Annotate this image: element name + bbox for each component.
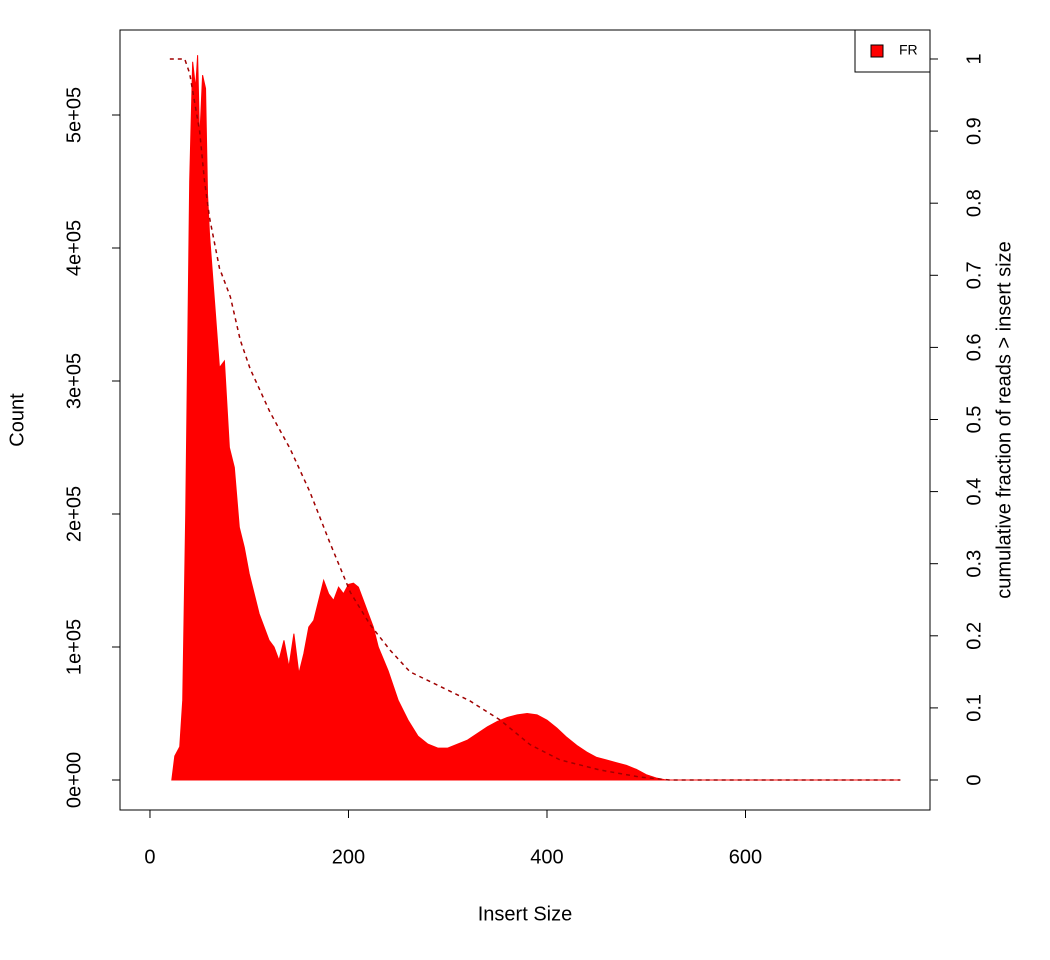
legend-box: [854, 29, 931, 73]
y2-tick-label: 0.8: [963, 189, 985, 217]
y2-tick-label: 0.6: [963, 333, 985, 361]
y2-tick-label: 1: [963, 53, 985, 64]
y2-tick-label: 0.9: [963, 117, 985, 145]
x-tick-label: 0: [144, 846, 155, 868]
y-tick-label: 2e+05: [63, 486, 85, 542]
y2-tick-label: 0: [963, 774, 985, 785]
y2-tick-label: 0.4: [963, 478, 985, 506]
y-tick-label: 3e+05: [63, 353, 85, 409]
y-tick-label: 0e+00: [63, 752, 85, 808]
x-tick-label: 200: [332, 846, 365, 868]
y2-tick-label: 0.7: [963, 261, 985, 289]
y2-tick-label: 0.3: [963, 550, 985, 578]
y2-tick-label: 0.1: [963, 694, 985, 722]
y-tick-label: 1e+05: [63, 619, 85, 675]
legend-swatch: [870, 44, 884, 58]
y2-tick-label: 0.5: [963, 406, 985, 434]
y-tick-label: 5e+05: [63, 87, 85, 143]
legend-label: FR: [899, 42, 918, 58]
histogram-area: [171, 55, 901, 781]
x-axis-label: Insert Size: [478, 903, 572, 925]
y-tick-label: 4e+05: [63, 220, 85, 276]
y2-axis-label: cumulative fraction of reads > insert si…: [993, 241, 1015, 598]
y-axis-label: Count: [6, 393, 28, 447]
y2-tick-label: 0.2: [963, 622, 985, 650]
cumulative-line: [169, 58, 901, 781]
x-tick-label: 600: [729, 846, 762, 868]
x-tick-label: 400: [530, 846, 563, 868]
